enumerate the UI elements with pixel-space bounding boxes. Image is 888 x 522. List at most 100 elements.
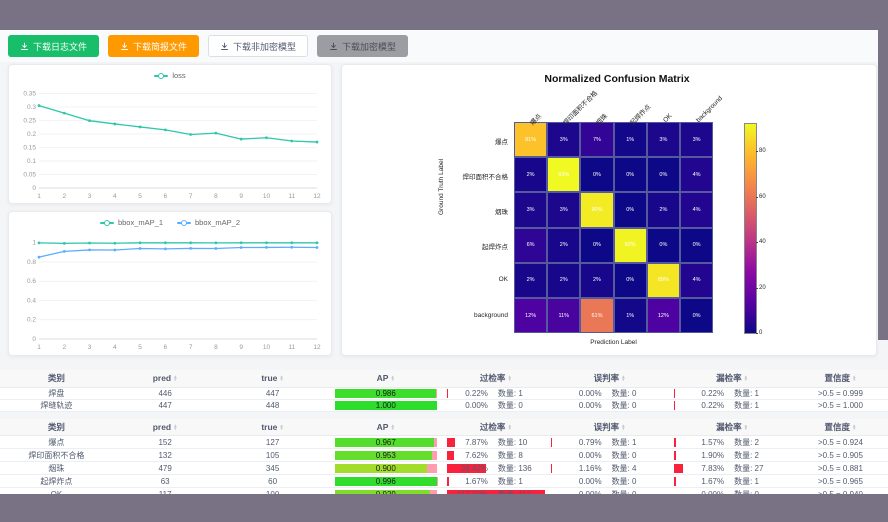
sort-caret-icon[interactable]: ▲ ▼: [173, 374, 178, 383]
rate-bar: [446, 437, 455, 447]
sort-caret-icon[interactable]: ▲ ▼: [507, 422, 512, 431]
ap-cell: 0.953: [327, 448, 444, 462]
download-report-button[interactable]: 下载简报文件: [108, 35, 200, 57]
map-chart-card: bbox_mAP_1 bbox_mAP_2 0 0.2 0.4 0.6 0.8 1 1 2 3 4 5 6…: [8, 211, 332, 356]
pred-cell: 152: [112, 435, 218, 449]
rate-cell: 7.83% 数量: 27: [671, 461, 793, 475]
matrix-cell-value: 0%: [692, 242, 701, 249]
column-header-过检率[interactable]: 过检率 ▲ ▼: [443, 418, 548, 436]
matrix-cell-value: 0%: [626, 206, 635, 213]
legend-marker: [177, 219, 191, 226]
pred-cell: 132: [112, 448, 218, 462]
confidence-cell: >0.5 = 1.000: [792, 399, 888, 412]
column-header-过检率[interactable]: 过检率 ▲ ▼: [443, 370, 548, 388]
table-row: 焊盘 446 447 0.986 0.22% 数量: 1 0.00% 数量: 0 0.22% 数量…: [0, 387, 888, 400]
loss-chart: 00.050.10.150.20.250.30.351 2 3 4 5 6 7 8 9 10 11 1…: [23, 90, 321, 200]
rate-count: 数量: 2: [734, 437, 759, 447]
svg-text:7: 7: [189, 193, 193, 200]
matrix-cell: 12%: [514, 298, 548, 334]
matrix-cell-value: 12%: [525, 312, 537, 319]
sort-caret-icon[interactable]: ▲ ▼: [173, 422, 178, 431]
rate-percent: 1.57%: [701, 437, 725, 447]
ap-value: 0.986: [375, 388, 396, 398]
matrix-cell-value: 90%: [591, 206, 603, 213]
sort-caret-icon[interactable]: ▲ ▼: [507, 374, 512, 383]
sort-caret-icon[interactable]: ▲ ▼: [390, 374, 395, 383]
rate-count: 数量: 1: [734, 476, 759, 486]
table-row: 焊缝轨迹 447 448 1.000 0.00% 数量: 0 0.00% 数量: 0 0.22%…: [0, 399, 888, 412]
matrix-cell: 0%: [646, 157, 680, 193]
svg-text:9: 9: [239, 193, 243, 200]
legend-item[interactable]: bbox_mAP_1: [99, 218, 163, 227]
column-header-label: 置信度: [824, 421, 850, 432]
column-header-AP[interactable]: AP ▲ ▼: [327, 370, 444, 388]
column-header-置信度[interactable]: 置信度 ▲ ▼: [792, 370, 888, 388]
column-header-误判率[interactable]: 误判率 ▲ ▼: [547, 418, 672, 436]
rate-percent: 0.22%: [465, 388, 488, 398]
sort-caret-icon[interactable]: ▲ ▼: [621, 374, 626, 383]
matrix-cell-value: 93%: [558, 171, 570, 178]
legend-label: bbox_mAP_2: [195, 218, 241, 227]
rate-percent: 117.00%: [456, 489, 488, 495]
sort-caret-icon[interactable]: ▲ ▼: [279, 374, 284, 383]
sort-caret-icon[interactable]: ▲ ▼: [390, 422, 395, 431]
matrix-cell: 0%: [580, 227, 614, 263]
matrix-row-label: background: [474, 311, 508, 319]
legend-item[interactable]: loss: [154, 71, 186, 80]
summary-table-2: 类别 pred ▲ ▼ true ▲ ▼ AP ▲ ▼ 过检率 ▲ ▼ 误判率 ▲ ▼ 漏检率 ▲ ▼ 置信度 ▲ ▼ 爆点…: [0, 418, 888, 495]
confidence-cell: >0.5 = 0.940: [792, 487, 888, 494]
confusion-matrix-card: Normalized Confusion Matrix 81% 3% 7% 1% 3% 3…: [341, 64, 877, 356]
matrix-cell-value: 0%: [659, 242, 668, 249]
loss-chart-legend[interactable]: loss: [13, 68, 327, 83]
class-cell: 烟珠: [0, 461, 113, 475]
matrix-cell: 0%: [613, 157, 647, 193]
column-header-pred[interactable]: pred ▲ ▼: [112, 370, 218, 388]
matrix-cell: 0%: [613, 192, 647, 228]
confidence-cell: >0.5 = 0.924: [792, 435, 888, 449]
rate-cell: 7.62% 数量: 8: [443, 448, 548, 462]
matrix-row-label: 爆点: [495, 138, 508, 146]
matrix-cell-value: 0%: [692, 312, 701, 319]
column-header-true[interactable]: true ▲ ▼: [217, 370, 328, 388]
column-header-误判率[interactable]: 误判率 ▲ ▼: [547, 370, 672, 388]
download-plain-model-button[interactable]: 下载非加密模型: [208, 35, 309, 57]
rate-count: 数量: 4: [611, 463, 637, 473]
ap-bar: [334, 437, 434, 447]
matrix-cell-value: 92%: [624, 242, 636, 249]
column-header-pred[interactable]: pred ▲ ▼: [112, 418, 218, 436]
ap-remainder-bar: [433, 437, 437, 447]
ap-bar: [334, 400, 437, 410]
rate-count: 数量: 0: [611, 388, 637, 398]
map-chart-legend[interactable]: bbox_mAP_1 bbox_mAP_2: [13, 215, 327, 230]
column-header-AP[interactable]: AP ▲ ▼: [327, 418, 444, 436]
column-header-漏检率[interactable]: 漏检率 ▲ ▼: [671, 418, 793, 436]
sort-caret-icon[interactable]: ▲ ▼: [851, 374, 857, 383]
matrix-cell: 3%: [514, 192, 548, 228]
matrix-cell: 93%: [547, 157, 581, 193]
sort-caret-icon[interactable]: ▲ ▼: [851, 422, 857, 431]
column-header-label: true: [261, 421, 278, 432]
sort-caret-icon[interactable]: ▲ ▼: [279, 422, 284, 431]
sort-caret-icon[interactable]: ▲ ▼: [621, 422, 626, 431]
rate-count: 数量: 117: [497, 489, 532, 495]
matrix-cell: 0%: [646, 227, 680, 263]
svg-text:8: 8: [214, 193, 218, 200]
column-header-置信度[interactable]: 置信度 ▲ ▼: [792, 418, 888, 436]
column-header-true[interactable]: true ▲ ▼: [217, 418, 328, 436]
column-header-label: 类别: [47, 421, 65, 432]
matrix-cell: 4%: [680, 262, 714, 298]
summary-table-1: 类别 pred ▲ ▼ true ▲ ▼ AP ▲ ▼ 过检率 ▲ ▼ 误判率 ▲ ▼ 漏检率 ▲ ▼ 置信度 ▲ ▼ 焊盘…: [0, 370, 888, 412]
true-cell: 345: [217, 461, 328, 475]
download-encrypted-model-button[interactable]: 下载加密模型: [317, 35, 409, 57]
svg-text:10: 10: [263, 344, 271, 351]
sort-caret-icon[interactable]: ▲ ▼: [743, 422, 749, 431]
matrix-cell-value: 3%: [526, 206, 535, 213]
download-icon: [121, 42, 128, 50]
download-log-button[interactable]: 下载日志文件: [8, 35, 100, 57]
table-row: 烟珠 479 345 0.900 39.42% 数量: 136 1.16% 数量: 4 7.83…: [0, 461, 888, 475]
column-header-漏检率[interactable]: 漏检率 ▲ ▼: [671, 370, 793, 388]
svg-text:2: 2: [62, 193, 66, 200]
sort-caret-icon[interactable]: ▲ ▼: [743, 374, 749, 383]
matrix-cell: 7%: [580, 122, 614, 158]
legend-item[interactable]: bbox_mAP_2: [177, 218, 240, 227]
